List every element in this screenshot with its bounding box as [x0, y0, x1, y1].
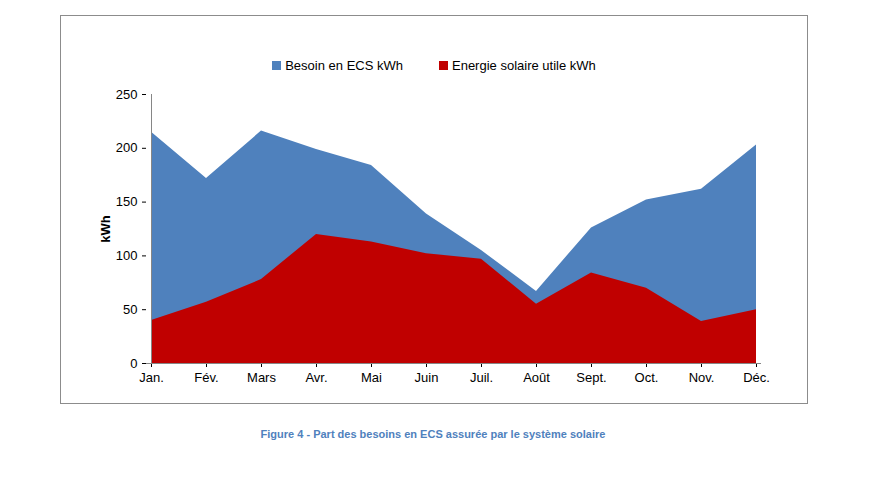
svg-text:Nov.: Nov. — [689, 370, 715, 385]
svg-text:Déc.: Déc. — [743, 370, 770, 385]
svg-text:Sept.: Sept. — [576, 370, 606, 385]
svg-text:Fév.: Fév. — [194, 370, 218, 385]
svg-text:Juil.: Juil. — [470, 370, 493, 385]
svg-text:200: 200 — [116, 140, 138, 155]
svg-text:0: 0 — [130, 356, 137, 371]
svg-text:Oct.: Oct. — [635, 370, 659, 385]
svg-text:Jan.: Jan. — [139, 370, 164, 385]
html-text:Besoin en ECS kWh: Besoin en ECS kWh — [285, 57, 403, 73]
svg-text:150: 150 — [116, 194, 138, 209]
svg-text:Mai: Mai — [361, 370, 382, 385]
html-text:Energie solaire utile kWh: Energie solaire utile kWh — [452, 57, 596, 73]
svg-text:100: 100 — [116, 248, 138, 263]
html-text:Figure 4 - Part des besoins en: Figure 4 - Part des besoins en ECS assur… — [260, 428, 606, 440]
svg-text:Mars: Mars — [247, 370, 276, 385]
svg-text:Juin: Juin — [415, 370, 439, 385]
svg-text:Août: Août — [523, 370, 550, 385]
svg-text:250: 250 — [116, 87, 138, 102]
svg-text:Avr.: Avr. — [305, 370, 327, 385]
svg-text:kWh: kWh — [98, 215, 113, 243]
svg-text:50: 50 — [123, 302, 137, 317]
